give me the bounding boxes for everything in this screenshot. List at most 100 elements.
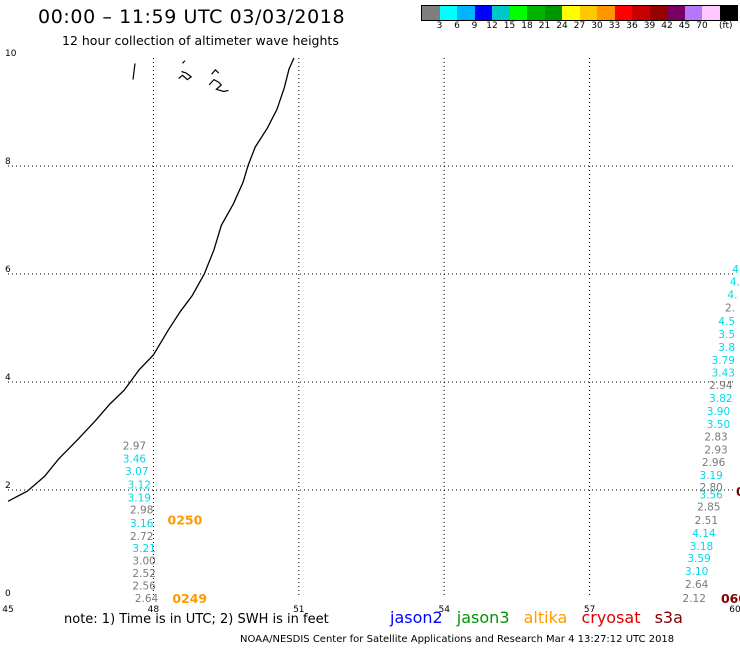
swh-value: 2.12 <box>683 593 706 605</box>
scale-label: 27 <box>573 21 586 31</box>
swh-value: 2.64 <box>135 593 159 605</box>
scale-swatch <box>597 6 615 20</box>
lat-tick-label: 6 <box>5 265 11 275</box>
swh-value: 2.80 <box>699 482 722 494</box>
lat-tick-label: 10 <box>5 49 17 59</box>
pass-time-label: 0250 <box>168 513 203 528</box>
scale-label: 45 <box>678 21 691 31</box>
wave-height-color-scale <box>421 5 738 21</box>
lon-tick-label: 51 <box>293 605 304 615</box>
swh-value: 4. <box>727 290 737 302</box>
swh-value: 2.93 <box>704 445 727 457</box>
lon-tick-label: 60 <box>729 605 740 615</box>
scale-label: 42 <box>661 21 673 31</box>
scale-swatch <box>562 6 580 20</box>
legend-altika: altika <box>523 608 568 627</box>
swh-value: 3.18 <box>690 541 713 553</box>
swh-value: 2.96 <box>702 457 726 469</box>
scale-label: 33 <box>608 21 621 31</box>
swh-value: 2.97 <box>123 441 146 453</box>
island-outline <box>182 60 186 64</box>
swh-value: 4.5 <box>718 316 735 328</box>
scale-swatch <box>509 6 527 20</box>
scale-label: 24 <box>556 21 568 31</box>
scale-label: 21 <box>538 21 551 31</box>
swh-value: 3.19 <box>699 470 722 482</box>
lon-tick-label: 45 <box>2 605 13 615</box>
island-outline <box>132 63 136 80</box>
swh-value: 3.59 <box>687 553 710 565</box>
swh-value: 2.56 <box>132 581 156 593</box>
legend-jason2: jason2 <box>390 608 443 627</box>
island-outline <box>178 70 193 81</box>
swh-value: 3.10 <box>685 566 708 578</box>
scale-unit: (ft) <box>719 21 733 31</box>
swh-value: 3.82 <box>709 393 732 405</box>
scale-label: 3 <box>436 21 443 31</box>
scale-swatch <box>457 6 475 20</box>
swh-value: 3.21 <box>132 543 155 555</box>
swh-value: 3.5 <box>718 329 735 341</box>
scale-swatch <box>702 6 720 20</box>
swh-value: 2.98 <box>130 504 153 516</box>
lon-tick-label: 57 <box>584 605 595 615</box>
swh-value: 3.79 <box>712 355 735 367</box>
swh-value: 2.64 <box>685 579 709 591</box>
swh-value: 3.8 <box>718 342 735 354</box>
scale-swatch <box>439 6 457 20</box>
swh-value: 2. <box>725 302 735 314</box>
swh-value: 3.90 <box>707 406 730 418</box>
scale-swatch <box>527 6 545 20</box>
swh-value: 4.14 <box>692 528 716 540</box>
scale-label: 9 <box>471 21 478 31</box>
lon-tick-label: 54 <box>438 605 450 615</box>
swh-value: 4. <box>730 277 740 289</box>
scale-label: 36 <box>626 21 638 31</box>
scale-swatch <box>684 6 702 20</box>
swh-value: 3.50 <box>707 419 730 431</box>
legend-s3a: s3a <box>654 608 683 627</box>
swh-value: 3.16 <box>130 518 154 530</box>
scale-swatch <box>474 6 492 20</box>
swh-value: 2.94 <box>709 380 733 392</box>
pass-time-label: 0249 <box>172 591 207 606</box>
map-title: 00:00 – 11:59 UTC 03/03/2018 <box>38 6 346 28</box>
swh-value: 2.72 <box>130 531 153 543</box>
legend-jason3: jason3 <box>456 608 510 627</box>
scale-label: 30 <box>591 21 603 31</box>
scale-swatch <box>667 6 685 20</box>
swh-value: 3.46 <box>123 454 147 466</box>
map-note: note: 1) Time is in UTC; 2) SWH is in fe… <box>64 612 329 627</box>
swh-value: 2.51 <box>695 515 718 527</box>
satellite-legend: jason2 jason3 altika cryosat s3a <box>390 608 692 627</box>
swh-value: 2.52 <box>132 568 155 580</box>
scale-swatch <box>422 6 440 20</box>
lat-tick-label: 8 <box>5 157 11 167</box>
scale-label: 15 <box>503 21 516 31</box>
map-subtitle: 12 hour collection of altimeter wave hei… <box>62 33 339 48</box>
lat-tick-label: 0 <box>5 589 11 599</box>
scale-swatch <box>492 6 510 20</box>
island-outline <box>211 69 220 75</box>
lon-tick-label: 48 <box>148 605 160 615</box>
scale-label: 70 <box>696 21 708 31</box>
swh-value: 2.85 <box>697 502 720 514</box>
scale-label: 6 <box>454 21 460 31</box>
swh-value: 3.43 <box>712 367 735 379</box>
swh-value: 3.07 <box>125 466 148 478</box>
swh-value: 3.56 <box>699 489 723 501</box>
legend-cryosat: cryosat <box>581 608 641 627</box>
scale-label: 12 <box>486 21 498 31</box>
credit-footer: NOAA/NESDIS Center for Satellite Applica… <box>240 634 675 645</box>
swh-value: 3.12 <box>128 480 151 492</box>
lat-tick-label: 4 <box>5 373 11 383</box>
pass-time-label: 0605 <box>721 591 740 606</box>
scale-swatch <box>614 6 632 20</box>
swh-value: 4. <box>732 264 740 276</box>
scale-swatch <box>544 6 562 20</box>
scale-label: 39 <box>643 21 656 31</box>
island-outline <box>208 78 229 93</box>
scale-swatch <box>719 6 737 20</box>
pass-time-label: 06 <box>736 484 740 499</box>
